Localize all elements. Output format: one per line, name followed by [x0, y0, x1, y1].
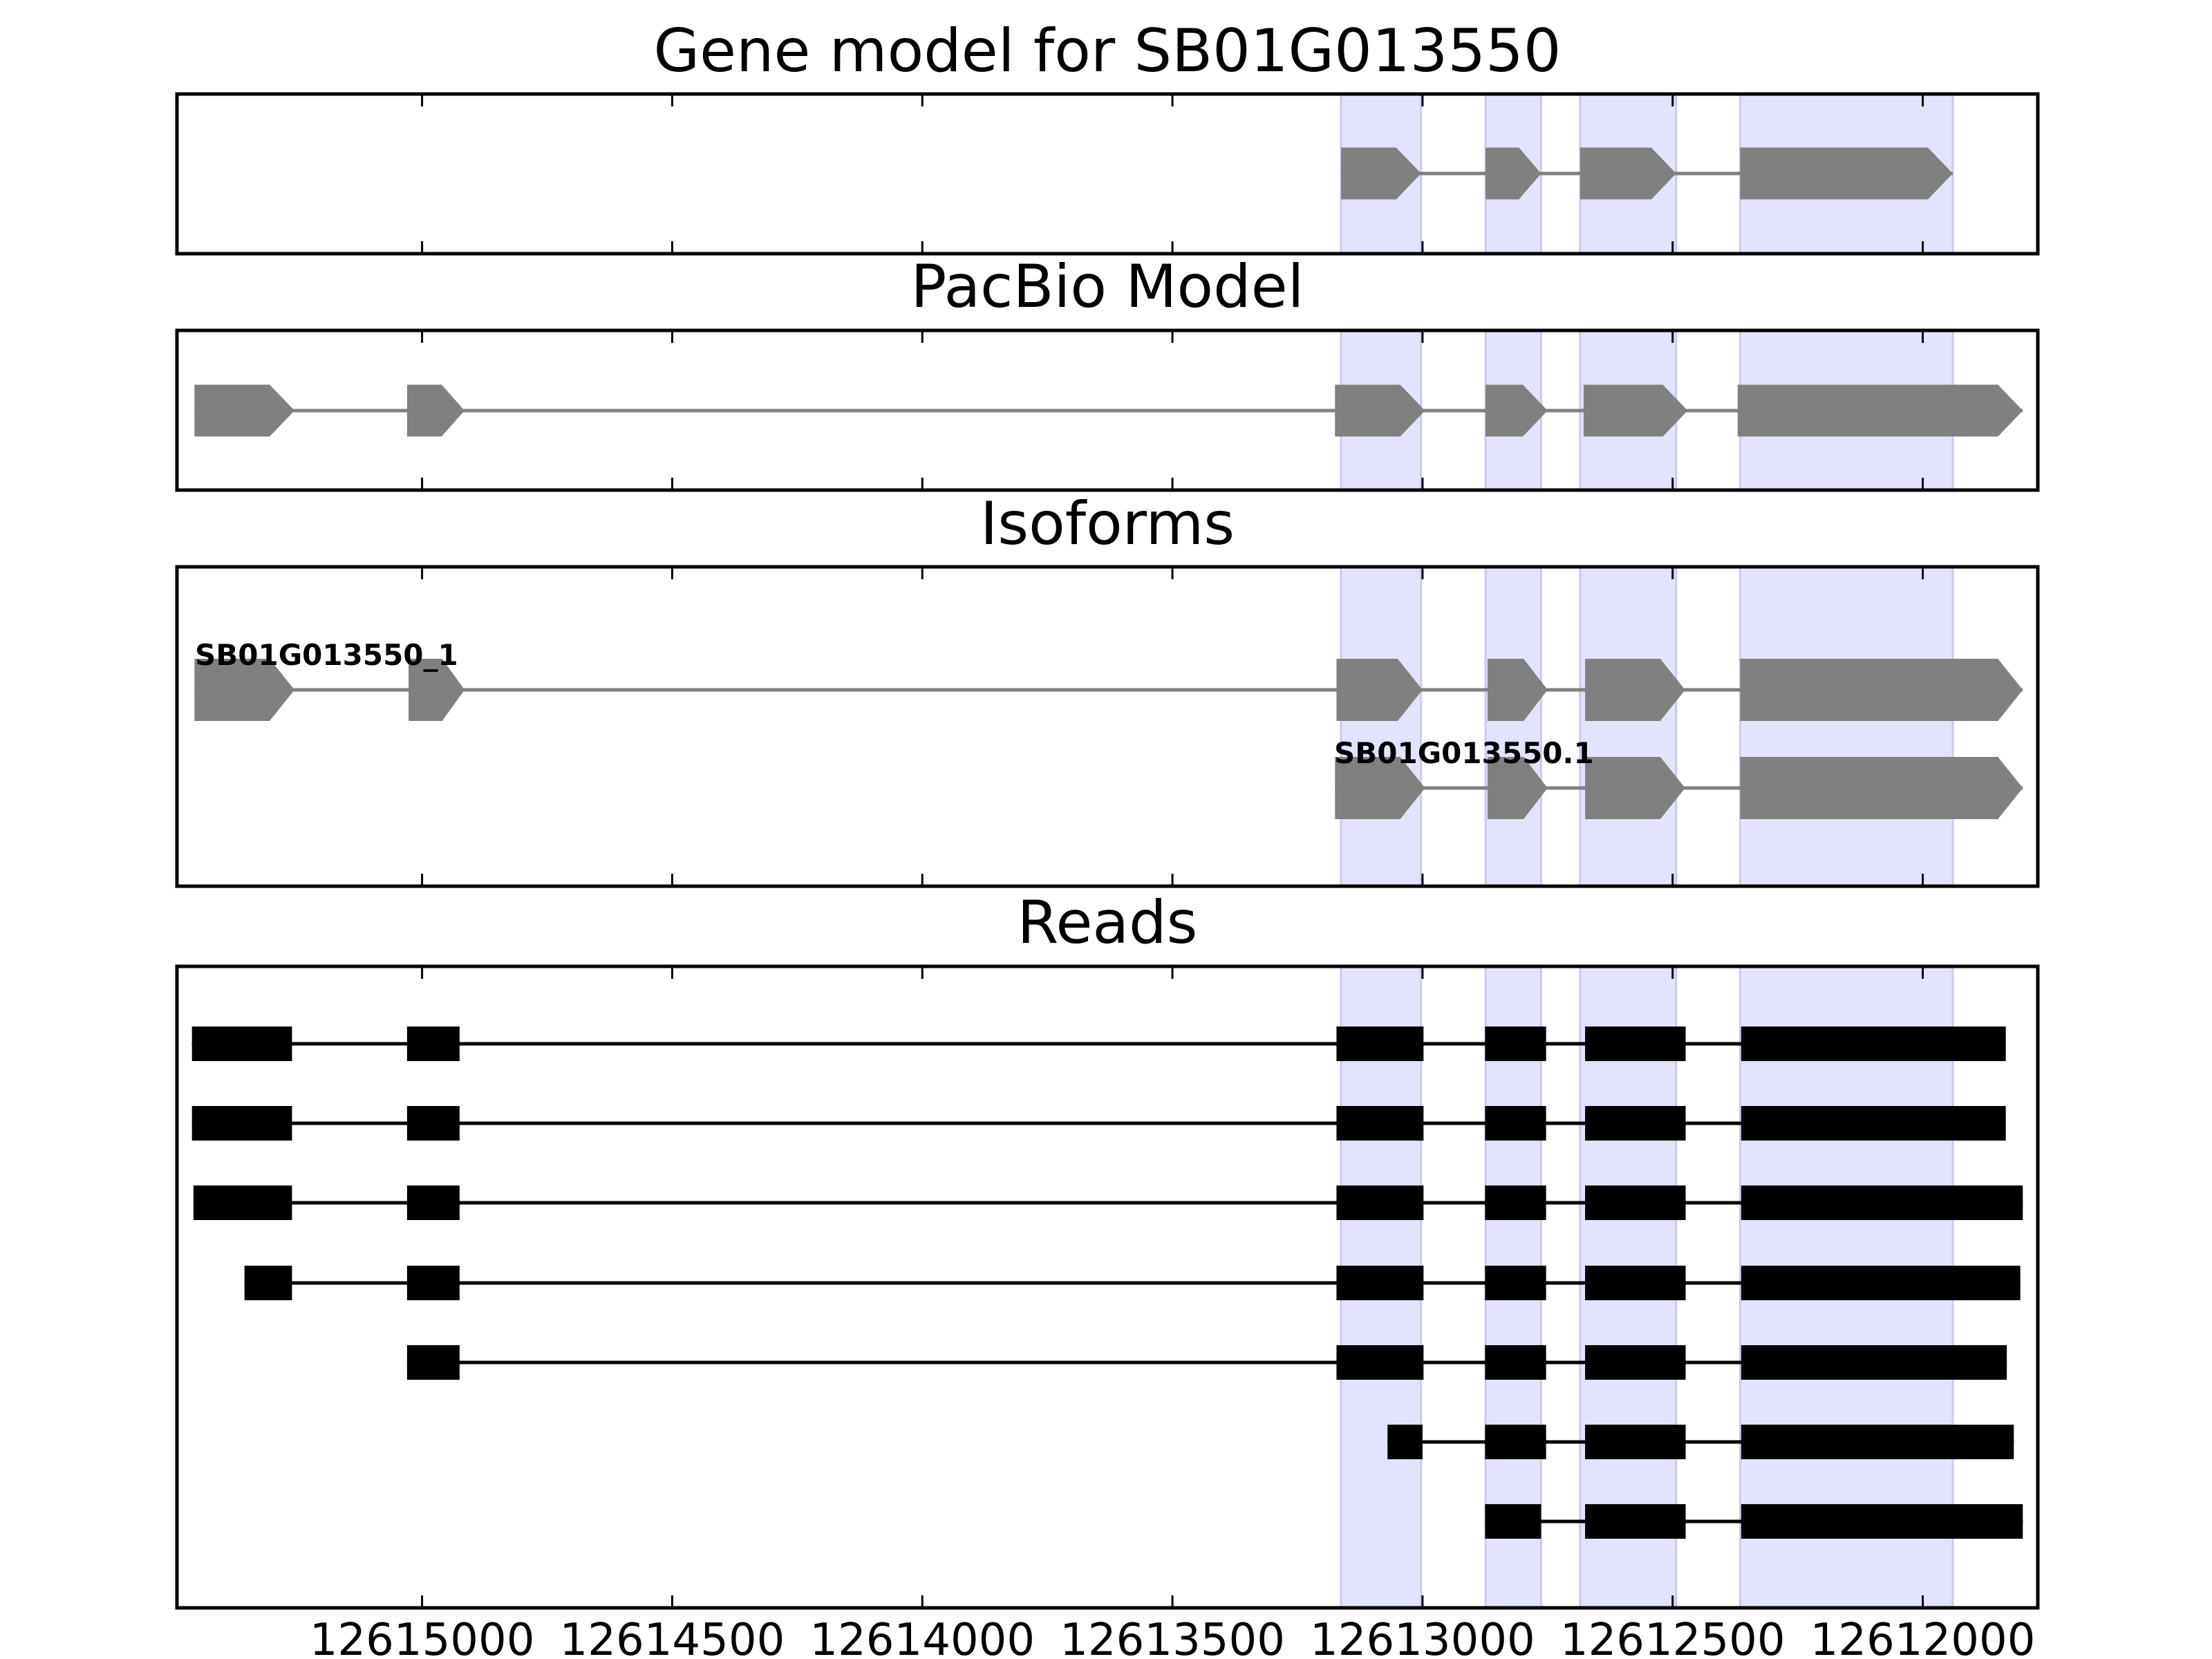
- exon-arrow: [1580, 147, 1676, 200]
- read-block: [191, 1106, 292, 1141]
- read-block: [1741, 1425, 2014, 1459]
- read-block: [1485, 1345, 1546, 1380]
- read-block: [1585, 1345, 1686, 1380]
- read-block: [1485, 1425, 1546, 1459]
- x-tick-label: 12614500: [560, 1615, 785, 1659]
- read-block: [1585, 1425, 1686, 1459]
- exon-arrow: [1740, 147, 1953, 200]
- x-tick-label: 12615000: [310, 1615, 535, 1659]
- exon-arrow: [194, 384, 295, 437]
- read-block: [406, 1185, 460, 1220]
- read-block: [1585, 1266, 1686, 1300]
- read-block: [1585, 1504, 1686, 1539]
- read-block: [406, 1027, 460, 1061]
- exon-arrow: [406, 384, 465, 437]
- read-block: [406, 1345, 460, 1380]
- read-block: [1485, 1027, 1546, 1061]
- panel-frame: [175, 328, 2040, 492]
- highlight-region: [1738, 565, 1954, 888]
- x-tick-label: 12613000: [1310, 1615, 1535, 1659]
- panel-frame: [175, 964, 2040, 1610]
- read-block: [244, 1266, 292, 1300]
- read-block: [1336, 1266, 1424, 1300]
- x-tick-label: 12614000: [809, 1615, 1035, 1659]
- read-block: [1741, 1185, 2023, 1220]
- read-block: [1485, 1106, 1546, 1141]
- read-block: [1741, 1027, 2006, 1061]
- exon-arrow: [1487, 757, 1548, 819]
- panel-frame: [175, 92, 2040, 256]
- x-tick-label: 12612000: [1810, 1615, 2036, 1659]
- isoform-label: SB01G013550.1: [1334, 736, 1594, 770]
- read-block: [1741, 1345, 2007, 1380]
- panel-frame-layer: [175, 92, 2040, 1610]
- highlight-region: [1579, 565, 1678, 888]
- read-block: [1387, 1425, 1423, 1459]
- read-block: [191, 1027, 292, 1061]
- read-block: [406, 1106, 460, 1141]
- track-layer: [191, 147, 2023, 1539]
- read-block: [1741, 1266, 2021, 1300]
- exon-arrow: [1585, 757, 1685, 819]
- read-block: [1485, 1266, 1546, 1300]
- read-block: [1336, 1027, 1424, 1061]
- read-block: [1336, 1345, 1424, 1380]
- read-block: [1585, 1027, 1686, 1061]
- exon-arrow: [1740, 659, 2023, 721]
- read-block: [1336, 1185, 1424, 1220]
- read-block: [193, 1185, 292, 1220]
- exon-arrow: [1485, 147, 1541, 200]
- read-block: [406, 1266, 460, 1300]
- read-block: [1741, 1504, 2023, 1539]
- panel-title: Isoforms: [980, 489, 1235, 559]
- read-block: [1485, 1504, 1541, 1539]
- highlight-region: [1340, 565, 1423, 888]
- exon-arrow: [1737, 384, 2023, 437]
- panel-title: PacBio Model: [910, 252, 1304, 321]
- exon-arrow: [1487, 659, 1548, 721]
- highlight-layer: [1340, 93, 1954, 1609]
- exon-arrow: [1583, 384, 1688, 437]
- read-block: [1585, 1106, 1686, 1141]
- exon-arrow: [1585, 659, 1685, 721]
- text-layer: Gene model for SB01G013550 PacBio Model SB…: [195, 17, 2035, 1659]
- exon-arrow: [1340, 147, 1421, 200]
- panel-frame: [175, 565, 2040, 888]
- exon-arrow: [1740, 757, 2023, 819]
- panel-title: Gene model for SB01G013550: [654, 17, 1562, 86]
- exon-arrow: [409, 659, 465, 721]
- isoform-label: SB01G013550_1: [195, 638, 458, 672]
- read-block: [1585, 1185, 1686, 1220]
- read-block: [1485, 1185, 1546, 1220]
- x-tick-label: 12613500: [1060, 1615, 1285, 1659]
- exon-arrow: [1335, 757, 1425, 819]
- exon-arrow: [1485, 384, 1548, 437]
- read-block: [1741, 1106, 2006, 1141]
- highlight-region: [1484, 565, 1542, 888]
- exon-arrow: [194, 659, 295, 721]
- read-block: [1336, 1106, 1424, 1141]
- exon-arrow: [1336, 659, 1423, 721]
- x-tick-label: 12612500: [1560, 1615, 1785, 1659]
- panel-title: Reads: [1018, 888, 1198, 957]
- exon-arrow: [1335, 384, 1425, 437]
